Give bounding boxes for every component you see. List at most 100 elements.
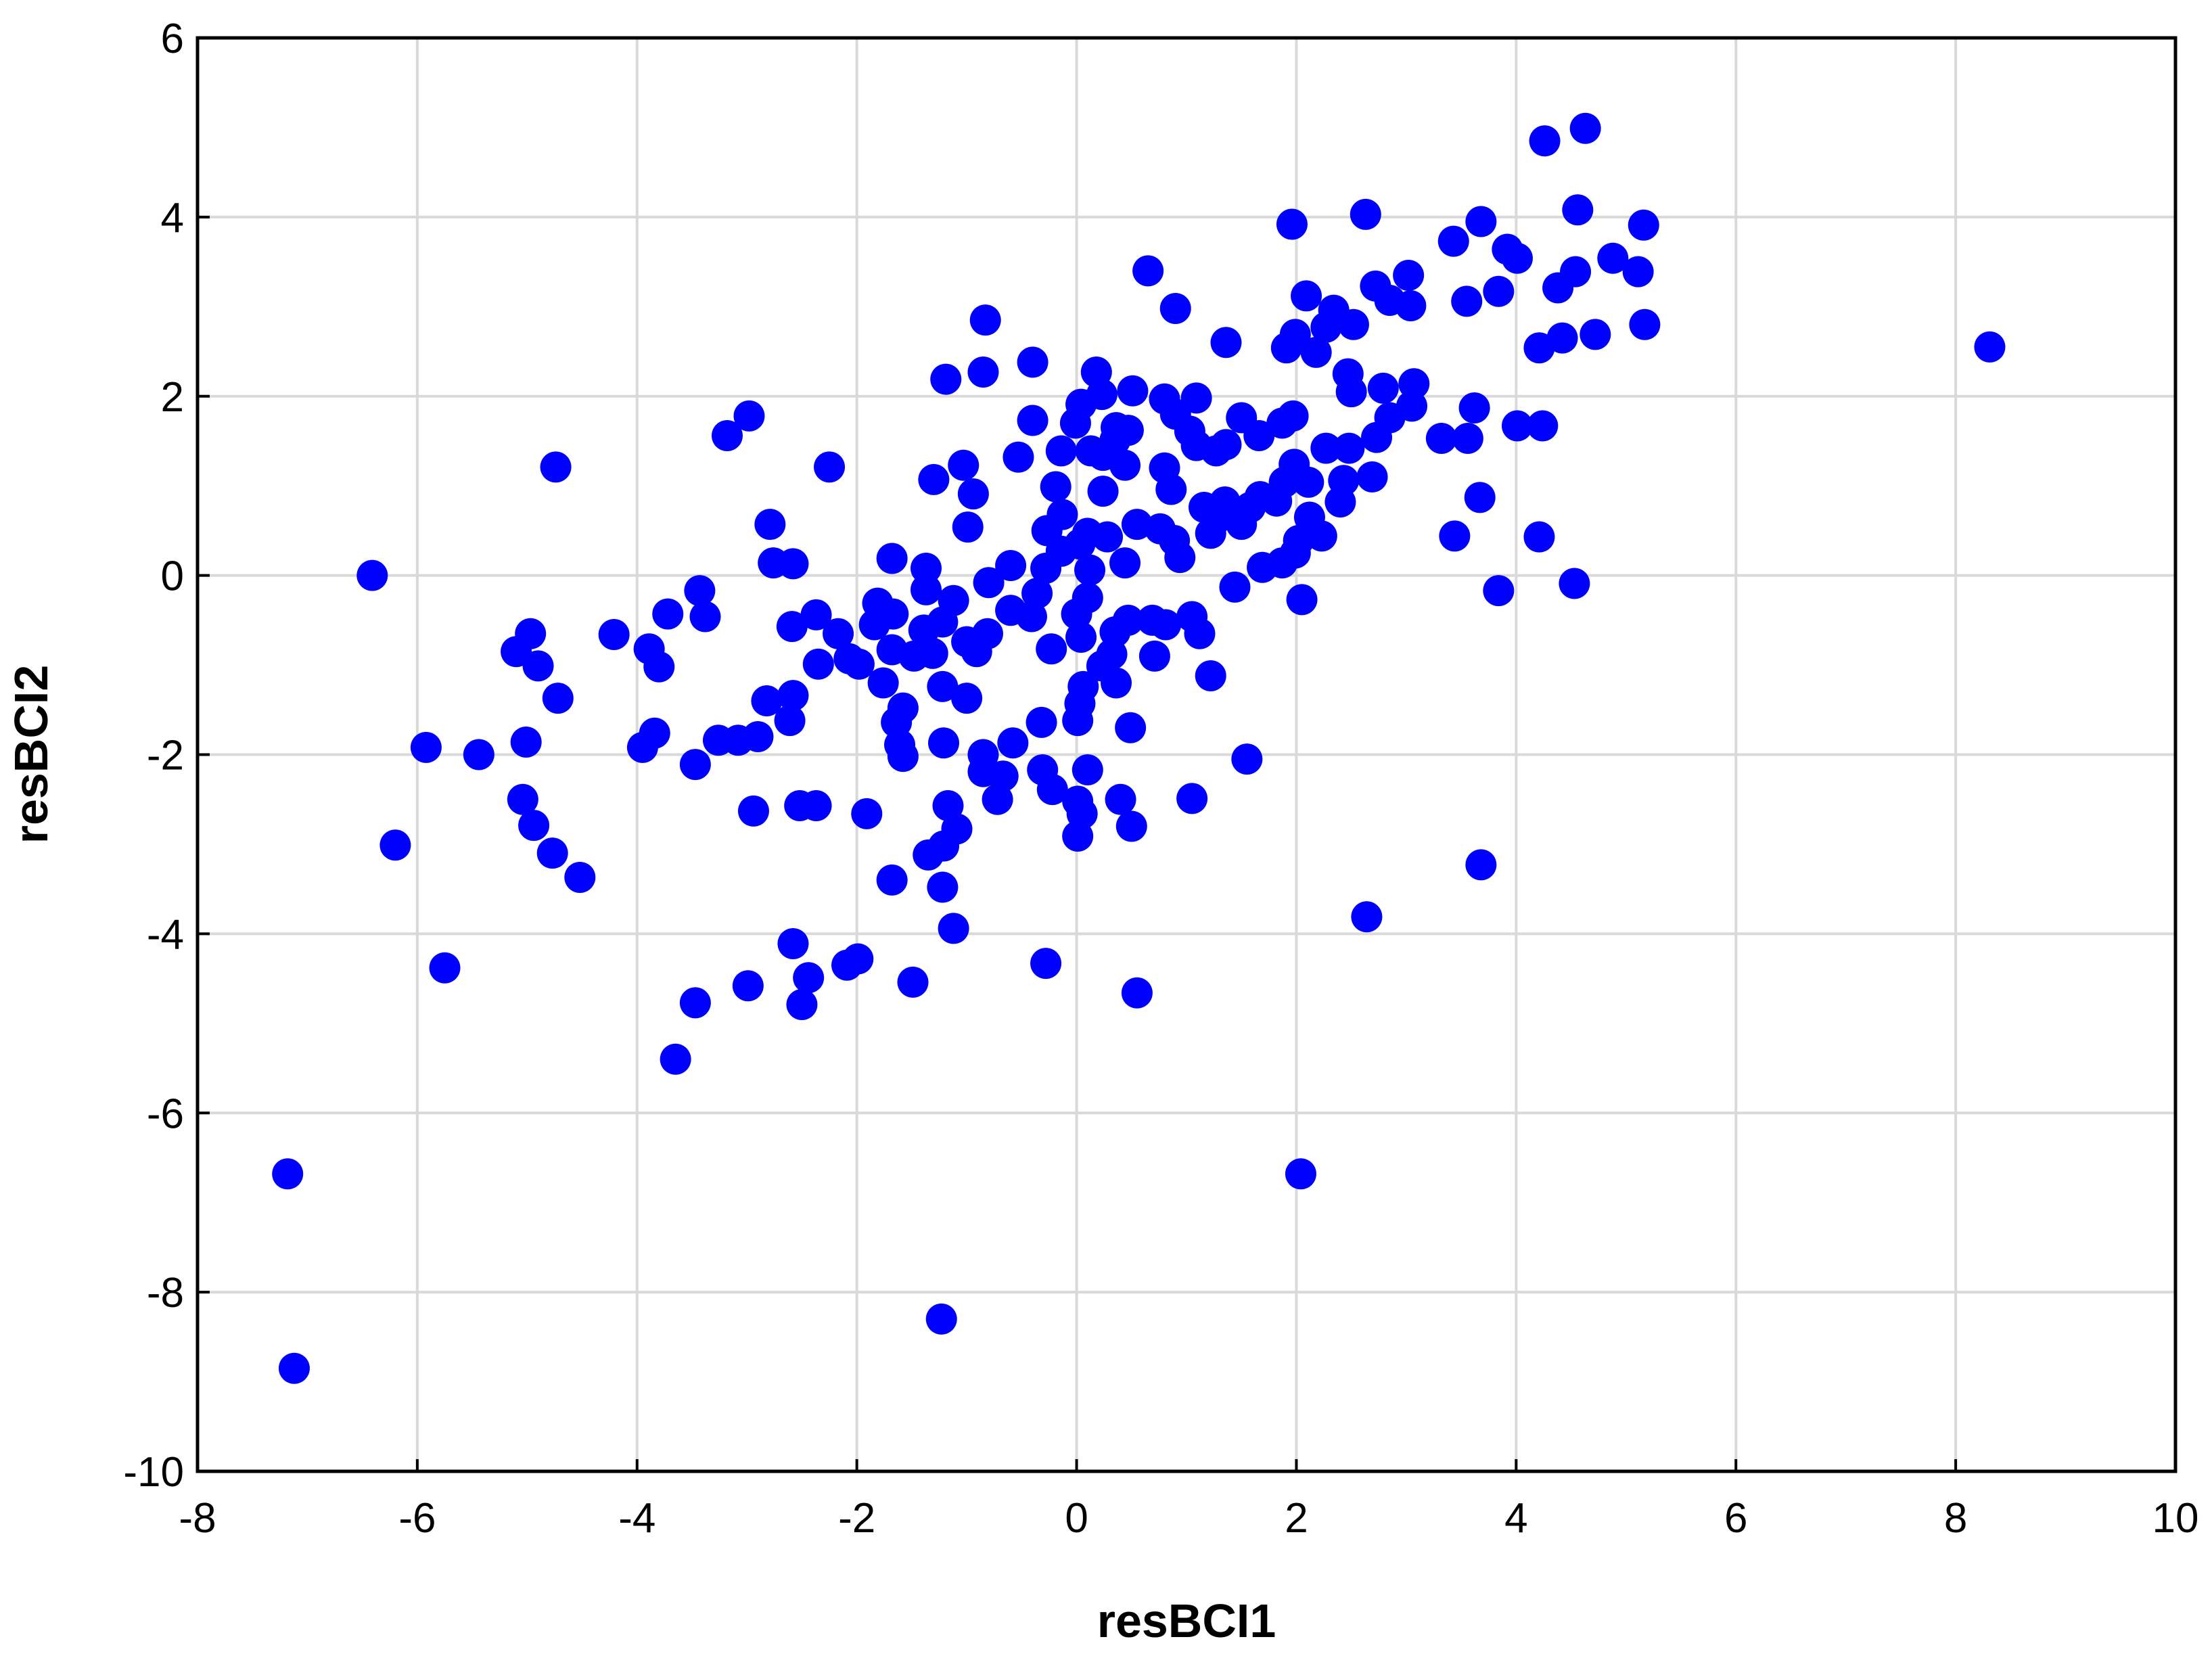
point — [1092, 521, 1124, 553]
point — [1036, 633, 1067, 665]
point — [1149, 452, 1180, 484]
point — [1276, 208, 1308, 240]
x-tick-label: -8 — [179, 1495, 216, 1542]
x-tick-label: 2 — [1285, 1495, 1308, 1542]
point — [814, 451, 846, 483]
point — [1974, 331, 2006, 363]
x-tick-label: 6 — [1724, 1495, 1747, 1542]
point — [1483, 575, 1515, 607]
point — [938, 913, 969, 944]
point — [1529, 125, 1561, 157]
point — [1195, 518, 1226, 549]
point — [1030, 948, 1062, 980]
point — [1337, 308, 1369, 340]
point — [961, 636, 992, 668]
point — [1176, 783, 1208, 814]
point — [652, 598, 684, 630]
point — [833, 643, 865, 674]
point — [1072, 754, 1103, 786]
point — [1101, 667, 1132, 699]
point — [643, 651, 675, 683]
point — [1027, 754, 1059, 786]
point — [1132, 255, 1164, 287]
point — [1356, 461, 1388, 492]
point — [1439, 520, 1471, 552]
point — [1279, 319, 1311, 350]
point — [510, 726, 542, 758]
point — [1523, 332, 1555, 364]
y-tick-label: -6 — [147, 1090, 184, 1137]
point — [911, 553, 942, 584]
point — [1188, 491, 1220, 523]
point — [737, 795, 769, 827]
point — [973, 567, 1005, 599]
point — [777, 680, 809, 712]
point — [1542, 272, 1574, 304]
point — [1210, 327, 1242, 359]
point — [1628, 209, 1659, 241]
point — [1501, 242, 1533, 274]
point — [1159, 292, 1191, 324]
point — [1464, 482, 1496, 513]
point — [1286, 584, 1318, 616]
point — [1569, 112, 1601, 144]
point — [823, 618, 854, 649]
point — [995, 550, 1027, 582]
point — [1527, 410, 1559, 442]
y-tick-label: -10 — [123, 1449, 184, 1496]
point — [1074, 554, 1106, 586]
point — [1374, 285, 1406, 317]
point — [876, 864, 908, 896]
y-axis-label: resBCI2 — [5, 665, 57, 844]
point — [1425, 422, 1457, 454]
point — [540, 451, 572, 483]
point — [679, 987, 711, 1019]
point — [1283, 524, 1314, 556]
point — [1015, 601, 1047, 632]
point — [1310, 432, 1342, 464]
point — [1285, 1158, 1316, 1190]
point — [1062, 785, 1094, 817]
point — [598, 619, 630, 651]
point — [927, 871, 959, 903]
point — [1393, 259, 1425, 291]
point — [877, 598, 909, 630]
point — [876, 543, 908, 574]
point — [1562, 194, 1594, 226]
point — [800, 789, 832, 821]
point — [967, 356, 999, 388]
point — [1195, 660, 1226, 691]
point — [463, 739, 494, 770]
plot-frame — [195, 36, 2178, 1473]
point — [918, 463, 950, 495]
point — [1121, 977, 1153, 1009]
y-tick-label: -2 — [147, 733, 184, 779]
point — [777, 927, 809, 959]
point — [1117, 375, 1149, 407]
y-tick-label: -4 — [147, 911, 184, 958]
point — [911, 574, 942, 605]
point — [356, 559, 388, 591]
point — [1300, 336, 1332, 368]
point — [1021, 578, 1053, 610]
point — [1328, 465, 1360, 497]
point — [1231, 743, 1263, 775]
point — [711, 420, 743, 452]
point — [952, 511, 984, 543]
point — [1017, 346, 1049, 378]
point — [897, 966, 929, 998]
point — [1145, 513, 1176, 545]
x-tick-label: -6 — [398, 1495, 436, 1542]
x-tick-label: -2 — [838, 1495, 875, 1542]
x-tick-label: -4 — [618, 1495, 655, 1542]
point — [1310, 311, 1342, 343]
point — [932, 789, 964, 821]
point — [925, 1303, 957, 1335]
point — [1465, 206, 1497, 237]
point — [689, 601, 721, 632]
point — [626, 731, 658, 763]
point — [881, 706, 913, 738]
point — [774, 705, 806, 737]
point — [684, 575, 716, 607]
